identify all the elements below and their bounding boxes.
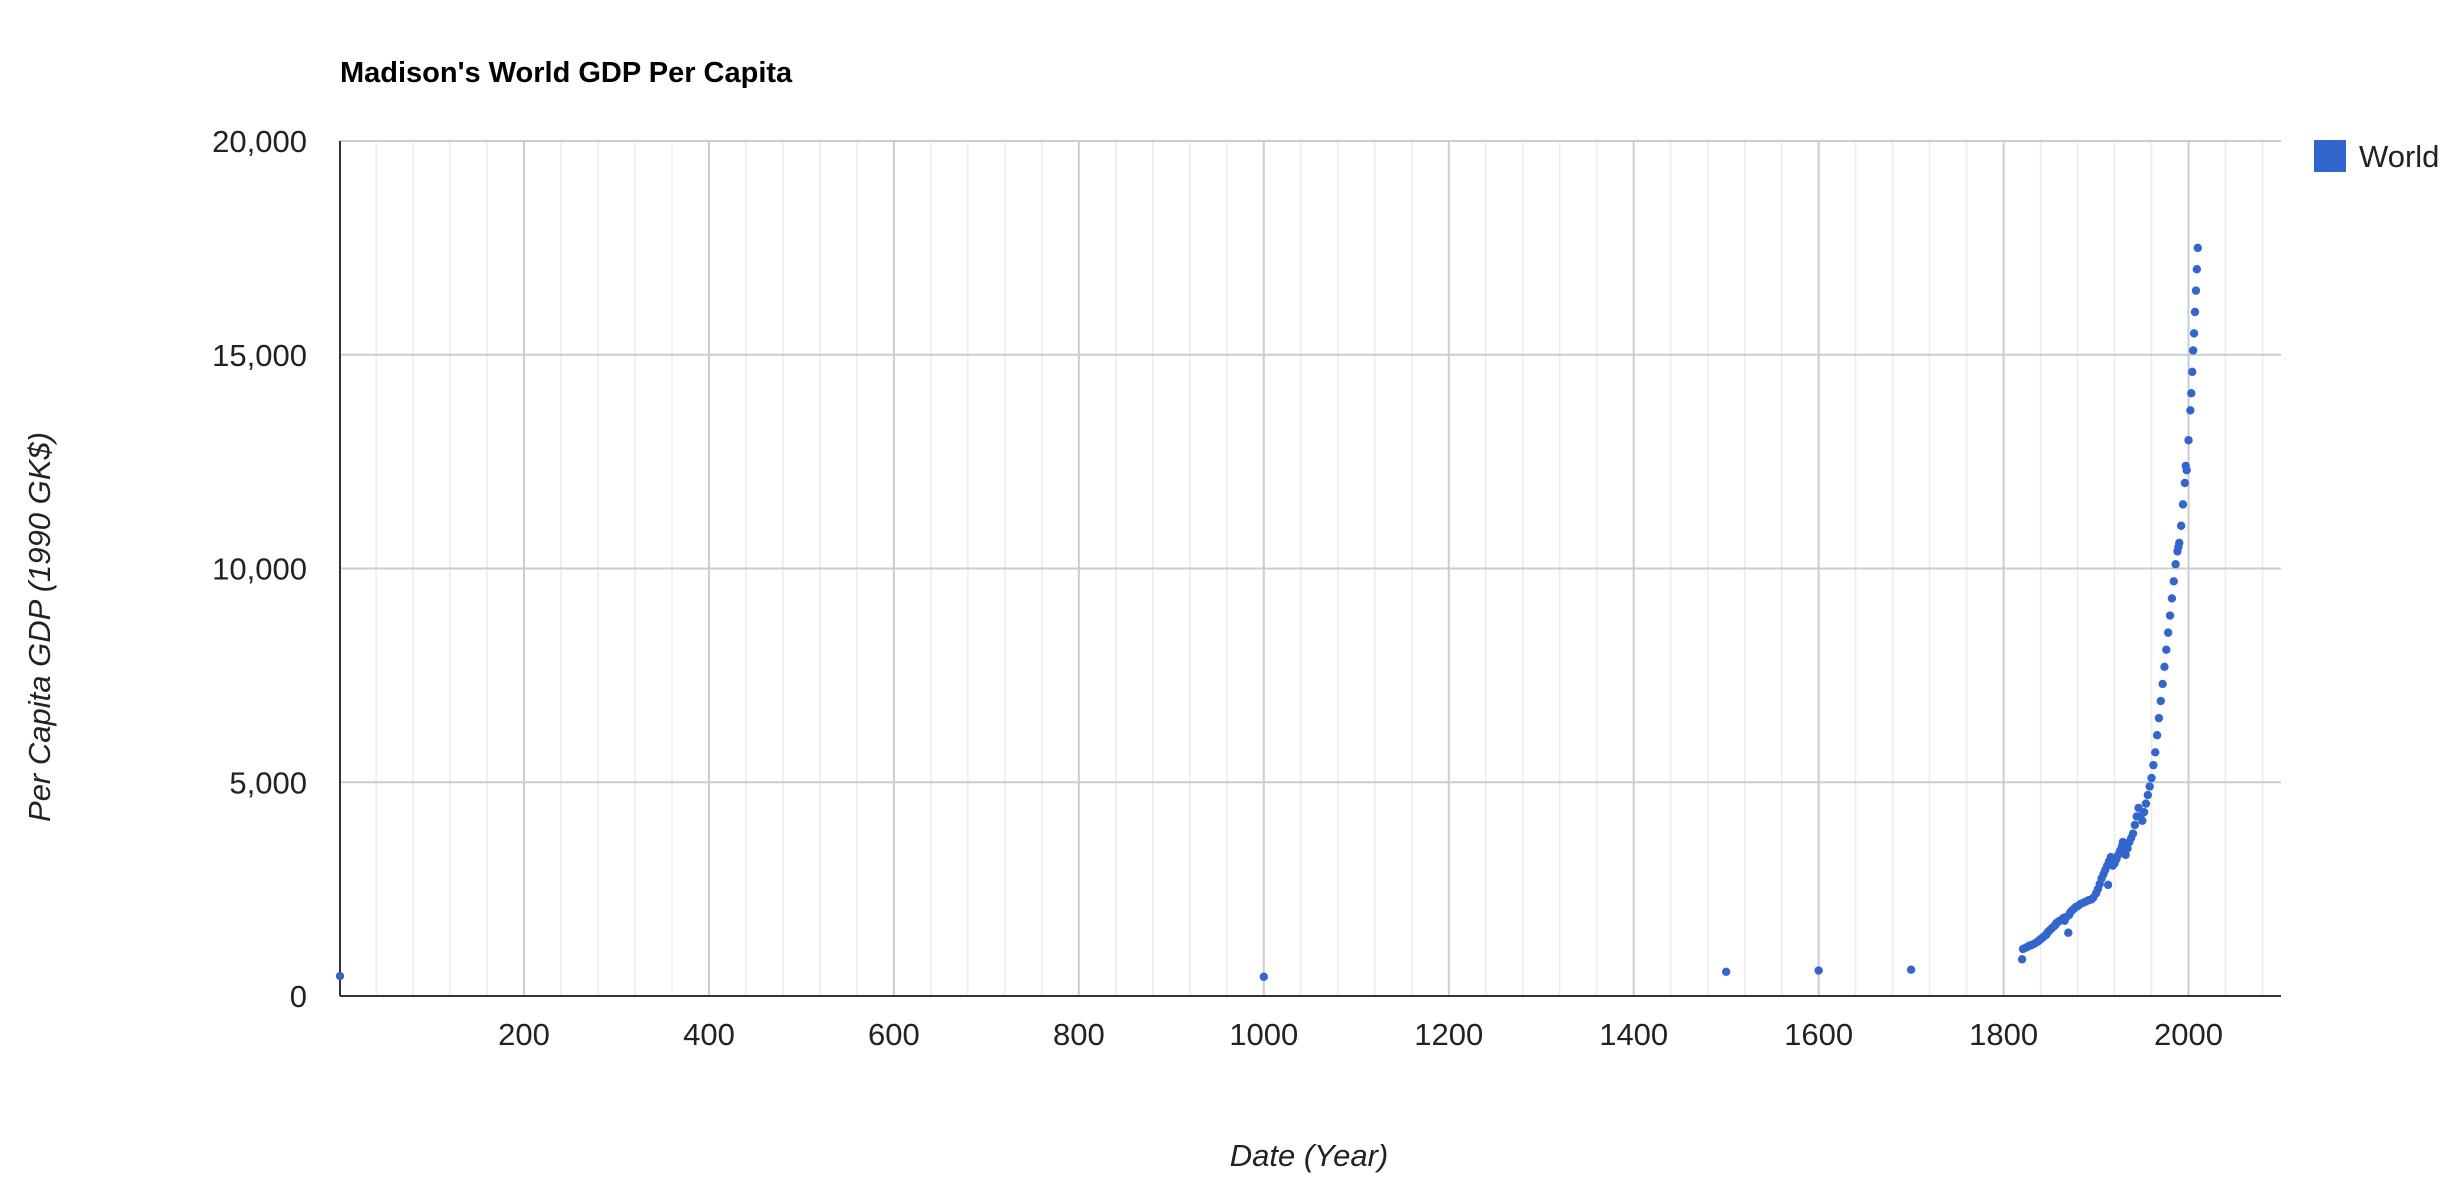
x-tick-label: 400 bbox=[683, 1017, 735, 1052]
data-point bbox=[2186, 406, 2195, 415]
data-point bbox=[2165, 611, 2175, 620]
data-point bbox=[2160, 662, 2169, 672]
data-point bbox=[335, 971, 345, 981]
data-point bbox=[2167, 594, 2177, 603]
x-tick-label: 1600 bbox=[1784, 1017, 1853, 1052]
data-point bbox=[2141, 799, 2151, 808]
data-point bbox=[2193, 243, 2202, 253]
axes bbox=[339, 141, 2281, 997]
data-point bbox=[2123, 844, 2132, 853]
data-point bbox=[2138, 816, 2147, 825]
data-point bbox=[2128, 829, 2138, 838]
data-point bbox=[2188, 367, 2197, 377]
data-point bbox=[2017, 955, 2027, 964]
data-point bbox=[2188, 346, 2198, 355]
data-point bbox=[2184, 436, 2193, 445]
data-point bbox=[2143, 790, 2153, 800]
y-tick-label: 10,000 bbox=[212, 552, 307, 587]
y-tick-label: 15,000 bbox=[212, 338, 307, 373]
data-point bbox=[2169, 577, 2178, 586]
data-point bbox=[2171, 560, 2180, 569]
data-point bbox=[2064, 928, 2073, 937]
data-point bbox=[2149, 760, 2158, 770]
x-tick-label: 600 bbox=[868, 1017, 920, 1052]
x-tick-label: 1400 bbox=[1599, 1017, 1668, 1052]
data-point bbox=[2190, 307, 2200, 317]
data-point bbox=[2151, 748, 2160, 757]
data-point bbox=[2175, 538, 2184, 548]
data-point bbox=[2189, 329, 2199, 338]
y-axis-ticks: 0 5,000 10,000 15,000 20,000 bbox=[212, 124, 307, 1014]
chart-title: Madison's World GDP Per Capita bbox=[340, 57, 793, 89]
data-point bbox=[2191, 286, 2201, 295]
x-tick-label: 1000 bbox=[1229, 1017, 1298, 1052]
data-point bbox=[2147, 773, 2156, 783]
data-point bbox=[2154, 713, 2164, 723]
data-point bbox=[1906, 965, 1916, 974]
legend[interactable]: World bbox=[2314, 139, 2439, 174]
legend-label-world: World bbox=[2359, 139, 2439, 174]
x-tick-label: 800 bbox=[1053, 1017, 1105, 1052]
y-tick-label: 5,000 bbox=[229, 765, 307, 800]
legend-swatch-world bbox=[2314, 140, 2346, 172]
data-point bbox=[2103, 880, 2113, 890]
data-point bbox=[1814, 966, 1823, 975]
x-tick-label: 200 bbox=[498, 1017, 550, 1052]
data-point bbox=[2121, 850, 2130, 860]
data-point bbox=[1259, 972, 1269, 981]
major-gridlines bbox=[340, 140, 2281, 996]
data-point bbox=[2163, 628, 2173, 637]
y-tick-label: 20,000 bbox=[212, 124, 307, 159]
data-point bbox=[2152, 731, 2162, 740]
data-point bbox=[2118, 837, 2128, 847]
data-point bbox=[2176, 521, 2186, 530]
data-point bbox=[2139, 807, 2149, 817]
data-point bbox=[2156, 696, 2165, 706]
data-point bbox=[2178, 500, 2188, 509]
data-point bbox=[2145, 782, 2154, 791]
x-axis-ticks: 200 400 600 800 1000 1200 1400 1600 1800 2000 bbox=[498, 1017, 2223, 1052]
data-point bbox=[2130, 820, 2140, 830]
x-tick-label: 1800 bbox=[1969, 1017, 2038, 1052]
data-point bbox=[2158, 679, 2167, 689]
x-tick-label: 2000 bbox=[2154, 1017, 2223, 1052]
y-tick-label: 0 bbox=[290, 979, 307, 1014]
data-point bbox=[2182, 465, 2191, 475]
data-point bbox=[2162, 645, 2171, 654]
y-axis-title: Per Capita GDP (1990 GK$) bbox=[22, 432, 57, 822]
data-point bbox=[2187, 389, 2196, 398]
x-axis-title: Date (Year) bbox=[1230, 1138, 1389, 1173]
data-point bbox=[1721, 967, 1731, 977]
data-point bbox=[2180, 478, 2190, 488]
x-tick-label: 1200 bbox=[1414, 1017, 1483, 1052]
data-point bbox=[2192, 265, 2202, 274]
series-world-points bbox=[335, 243, 2202, 981]
